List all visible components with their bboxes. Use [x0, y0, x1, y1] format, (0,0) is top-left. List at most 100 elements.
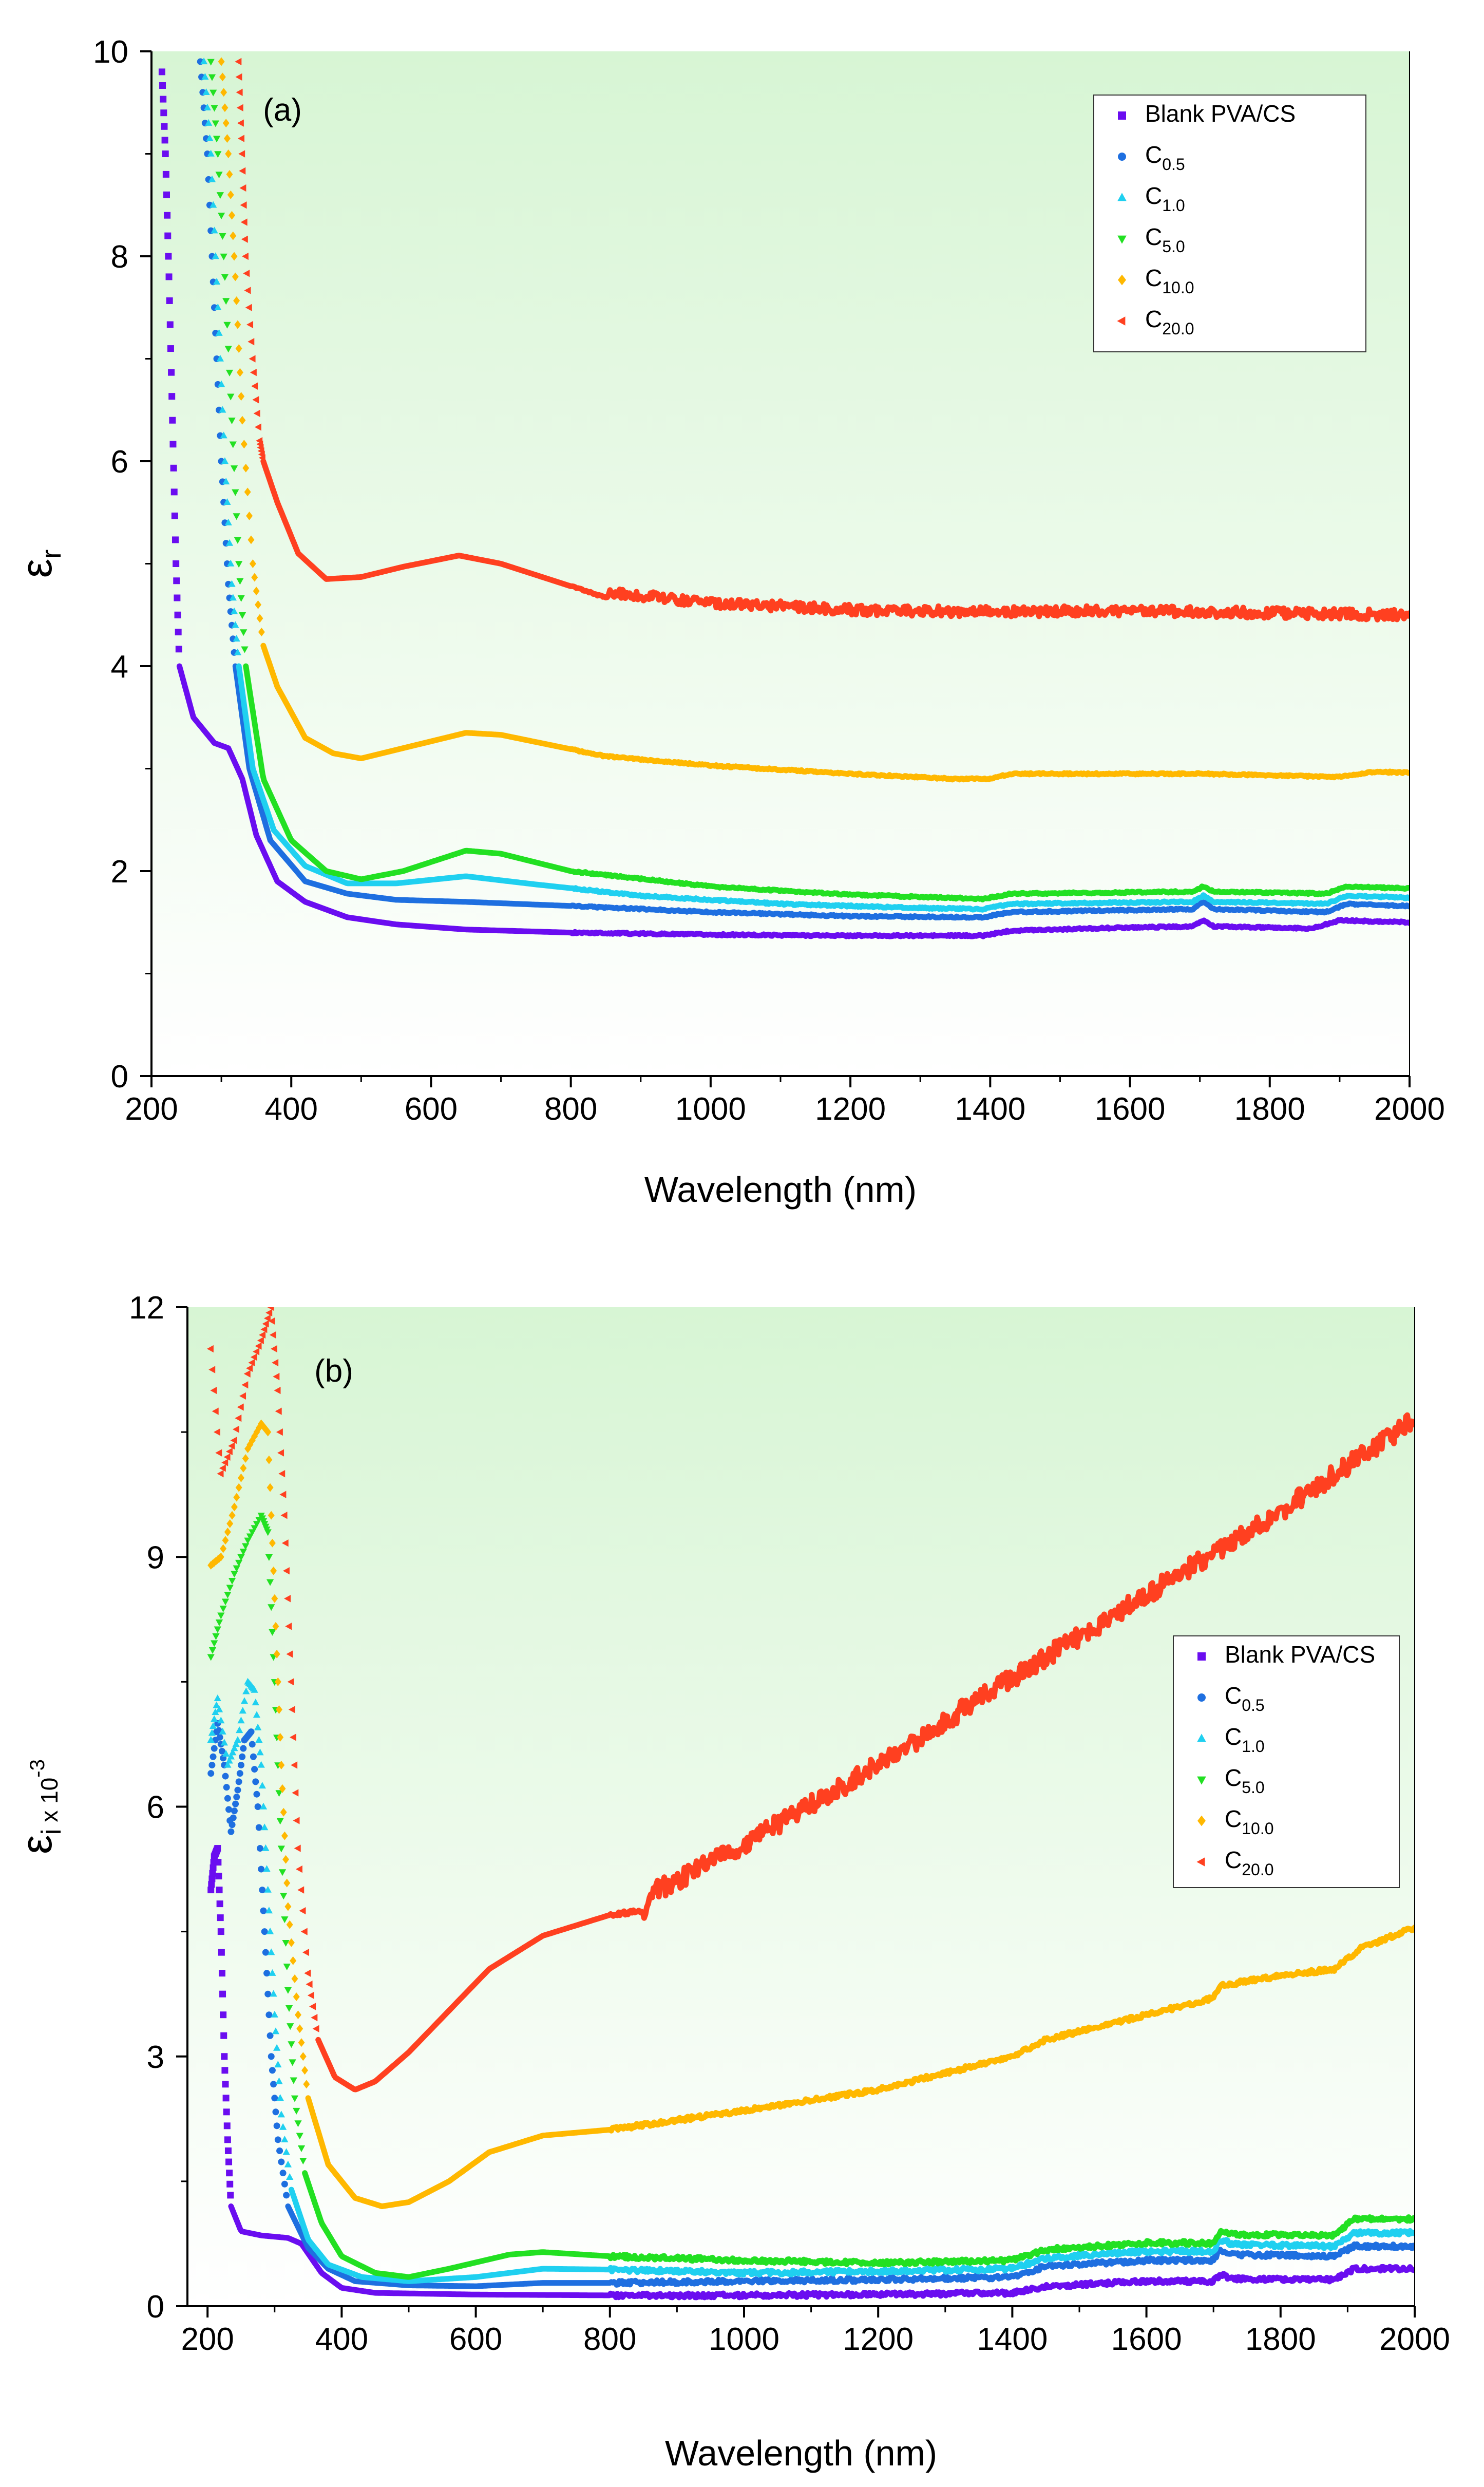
data-point: [163, 191, 170, 198]
data-point: [284, 1902, 292, 1911]
data-point: [211, 1640, 218, 1647]
data-point: [237, 1761, 244, 1768]
series-c1-0: [207, 1678, 1415, 2284]
data-point: [237, 1717, 245, 1724]
data-point: [232, 1425, 239, 1433]
data-point: [237, 1554, 245, 1561]
data-point: [258, 1782, 266, 1789]
data-point: [219, 233, 226, 240]
data-point: [237, 595, 245, 602]
legend-marker: [1117, 235, 1127, 244]
data-point: [259, 1887, 266, 1894]
series-line: [176, 663, 1410, 939]
data-point: [241, 235, 248, 243]
x-tick-label: 600: [449, 2322, 502, 2357]
data-point: [243, 270, 250, 277]
data-point: [211, 227, 218, 234]
x-tick-label: 1800: [1245, 2322, 1316, 2357]
legend-marker: [1197, 1652, 1206, 1661]
data-point: [269, 1629, 276, 1636]
data-point: [200, 58, 208, 65]
data-point: [296, 2024, 303, 2033]
data-point: [264, 1886, 272, 1893]
data-point: [221, 457, 229, 464]
data-point: [165, 273, 173, 280]
data-point: [221, 1598, 230, 1606]
legend-entry: C10.0: [1118, 265, 1194, 297]
legend-entry: C20.0: [1196, 1847, 1274, 1879]
data-point: [240, 201, 247, 209]
data-point: [213, 136, 221, 143]
data-point: [222, 2081, 229, 2088]
data-point: [236, 88, 243, 96]
data-point: [210, 1864, 217, 1871]
data-point: [284, 1595, 291, 1603]
data-point: [283, 2192, 290, 2199]
data-point: [265, 1309, 273, 1316]
data-point: [217, 1717, 225, 1724]
y-tick-label: 10: [93, 34, 128, 70]
data-point: [227, 190, 234, 199]
data-point: [282, 1567, 290, 1575]
data-point: [303, 2080, 310, 2089]
data-point: [222, 298, 230, 305]
data-point: [246, 321, 254, 329]
legend-entry: C1.0: [1117, 182, 1185, 215]
data-point: [226, 1519, 234, 1528]
data-point: [175, 629, 182, 635]
data-point: [233, 513, 240, 520]
series-c10-0: [218, 57, 1410, 783]
data-point: [223, 2122, 231, 2130]
legend-box: [1093, 95, 1366, 352]
data-point: [275, 1790, 283, 1797]
legend-marker: [1196, 1857, 1205, 1867]
data-point: [276, 1428, 283, 1436]
x-tick-label: 1600: [1111, 2322, 1182, 2357]
data-point: [231, 1571, 238, 1578]
data-point: [215, 172, 223, 179]
y-tick-label: 12: [129, 1290, 164, 1326]
data-point: [269, 1331, 276, 1339]
data-point: [293, 2107, 300, 2115]
y-tick-label: 6: [111, 444, 128, 480]
data-point: [203, 103, 212, 110]
data-point: [219, 72, 226, 82]
data-point: [237, 1403, 244, 1411]
data-point: [255, 1824, 262, 1831]
y-tick-label: 3: [147, 2040, 164, 2075]
data-point: [293, 1817, 300, 1824]
data-point: [276, 2094, 284, 2101]
data-point: [217, 1928, 224, 1935]
data-point: [279, 2123, 287, 2130]
data-point: [158, 68, 165, 76]
data-point: [250, 1753, 257, 1760]
data-point: [301, 2066, 309, 2075]
data-point: [242, 1687, 250, 1694]
data-point: [263, 1314, 271, 1322]
data-point: [208, 74, 216, 81]
data-point: [280, 1807, 287, 1817]
data-point: [273, 2122, 280, 2130]
data-point: [291, 1974, 298, 1983]
data-point: [160, 109, 167, 117]
data-point: [233, 1493, 240, 1502]
data-point: [223, 1453, 231, 1461]
data-point: [168, 393, 176, 400]
y-tick-label: 2: [111, 854, 128, 890]
y-tick-label: 6: [147, 1790, 164, 1825]
data-point: [217, 380, 225, 387]
data-point: [267, 1483, 274, 1492]
data-point: [254, 423, 261, 431]
data-point: [209, 1870, 216, 1877]
legend-marker: [1118, 153, 1126, 161]
data-point: [225, 369, 234, 376]
data-point: [240, 1745, 247, 1752]
legend-marker: [1197, 1693, 1206, 1702]
panel-label: (b): [314, 1353, 353, 1389]
data-point: [251, 1686, 258, 1693]
data-point: [250, 1353, 257, 1361]
data-point: [230, 465, 238, 473]
data-point: [258, 628, 265, 636]
data-point: [282, 1855, 290, 1864]
